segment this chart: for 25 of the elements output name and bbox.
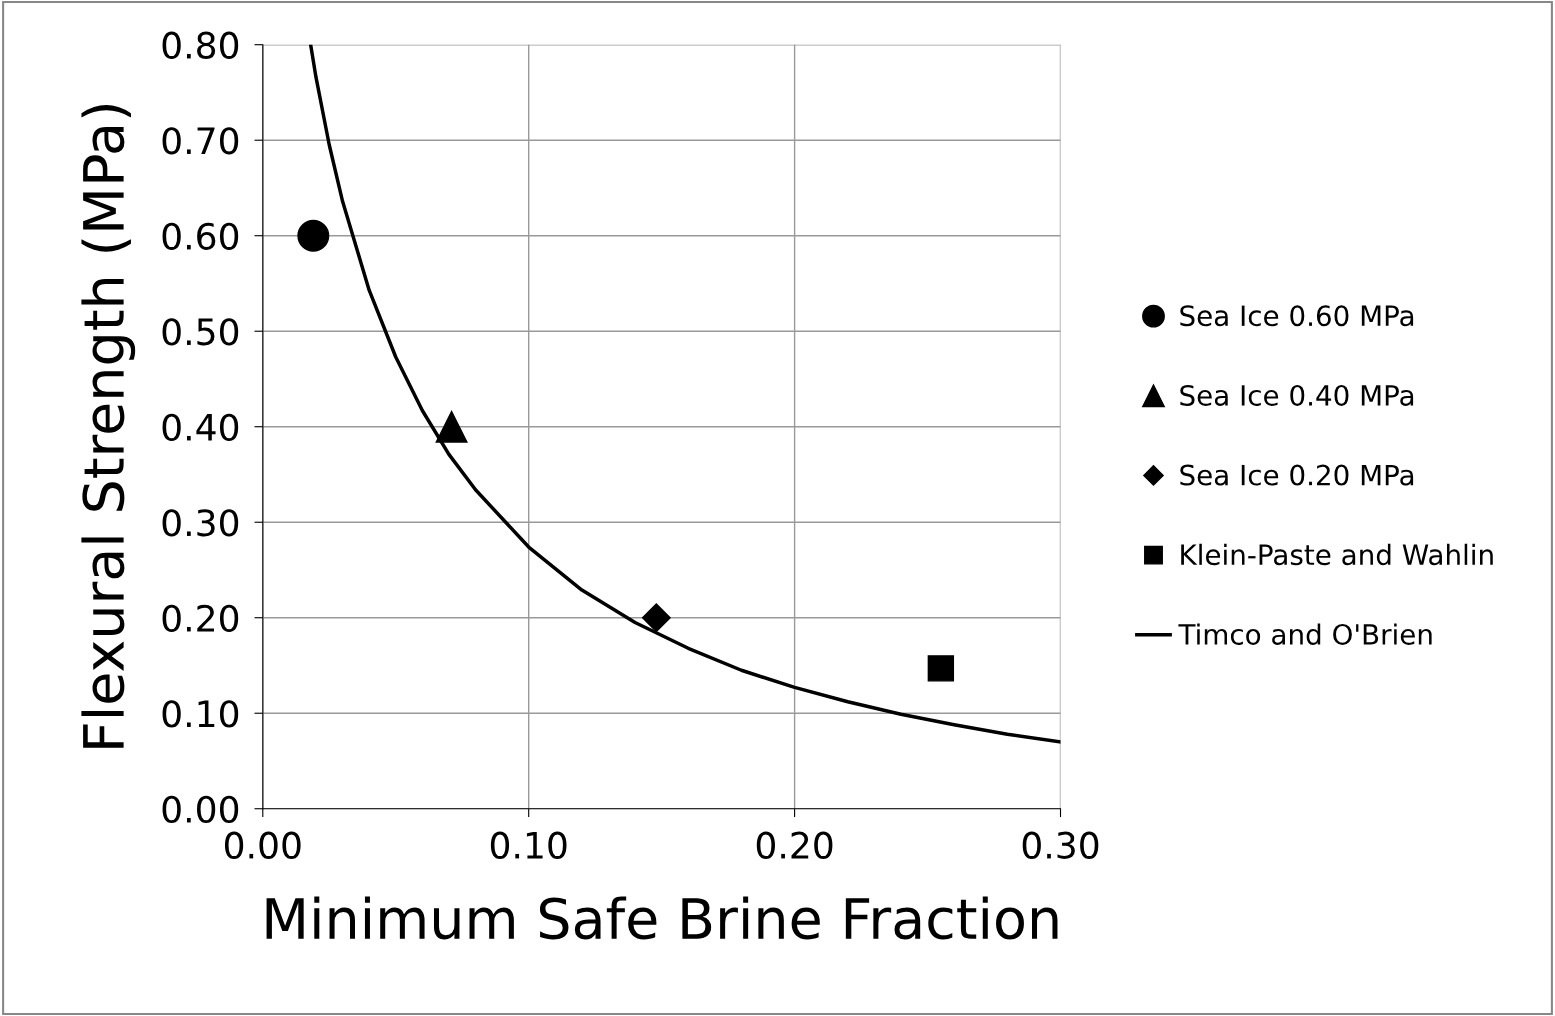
- y-tick-label: 0.80: [162, 31, 239, 59]
- point: [297, 219, 330, 252]
- y-tick-label: 0.40: [162, 413, 239, 441]
- legend-label: Sea Ice 0.40 MPa: [1180, 384, 1414, 406]
- y-tick-label: 0.70: [162, 127, 239, 155]
- point: [435, 410, 468, 443]
- line-series: [308, 44, 1061, 744]
- legend-label: Timco and O'Brien: [1178, 623, 1432, 645]
- y-tick-label: 0.50: [162, 318, 239, 346]
- y-tick-label: 0.00: [162, 795, 239, 823]
- y-axis-title: Flexural Strength (MPa): [81, 105, 136, 748]
- y-tick-label: 0.20: [162, 604, 239, 632]
- legend-label: Sea Ice 0.60 MPa: [1180, 305, 1414, 327]
- y-tick-label: 0.10: [162, 700, 239, 728]
- x-tick-label: 0.00: [224, 831, 301, 859]
- y-tick-label: 0.30: [162, 509, 239, 537]
- point: [927, 655, 955, 682]
- x-tick-label: 0.20: [756, 831, 833, 859]
- y-tick-label: 0.60: [162, 222, 239, 250]
- legend-label: Sea Ice 0.20 MPa: [1180, 464, 1414, 486]
- x-axis-title: Minimum Safe Brine Fraction: [266, 896, 1058, 940]
- x-tick-label: 0.30: [1022, 831, 1099, 859]
- x-tick-label: 0.10: [490, 831, 567, 859]
- legend-label: Klein-Paste and Wahlin: [1181, 543, 1493, 566]
- point: [641, 603, 671, 633]
